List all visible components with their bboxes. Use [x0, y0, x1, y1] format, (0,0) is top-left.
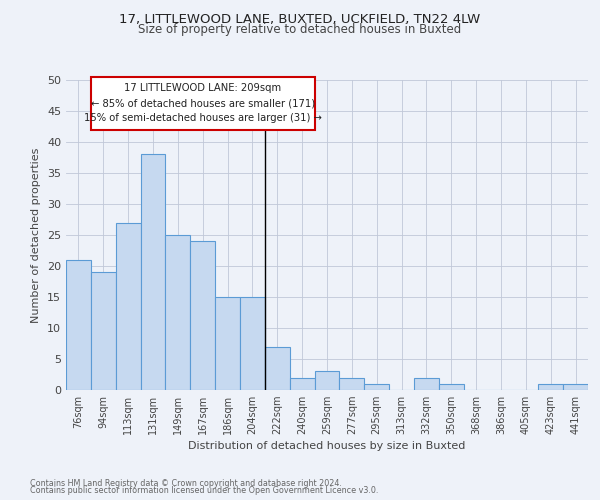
Bar — [439, 384, 464, 390]
Y-axis label: Number of detached properties: Number of detached properties — [31, 148, 41, 322]
Text: 17 LITTLEWOOD LANE: 209sqm: 17 LITTLEWOOD LANE: 209sqm — [124, 84, 281, 94]
Bar — [290, 378, 314, 390]
Text: Contains HM Land Registry data © Crown copyright and database right 2024.: Contains HM Land Registry data © Crown c… — [30, 478, 342, 488]
Bar — [364, 384, 389, 390]
Text: Size of property relative to detached houses in Buxted: Size of property relative to detached ho… — [139, 22, 461, 36]
Bar — [340, 378, 364, 390]
Bar — [215, 297, 240, 390]
Bar — [538, 384, 563, 390]
Bar — [166, 235, 190, 390]
Bar — [240, 297, 265, 390]
FancyBboxPatch shape — [91, 77, 314, 130]
X-axis label: Distribution of detached houses by size in Buxted: Distribution of detached houses by size … — [188, 442, 466, 452]
Text: Contains public sector information licensed under the Open Government Licence v3: Contains public sector information licen… — [30, 486, 379, 495]
Bar — [91, 272, 116, 390]
Bar — [414, 378, 439, 390]
Bar — [190, 241, 215, 390]
Text: 17, LITTLEWOOD LANE, BUXTED, UCKFIELD, TN22 4LW: 17, LITTLEWOOD LANE, BUXTED, UCKFIELD, T… — [119, 12, 481, 26]
Text: 15% of semi-detached houses are larger (31) →: 15% of semi-detached houses are larger (… — [84, 113, 322, 123]
Bar — [66, 260, 91, 390]
Bar — [563, 384, 588, 390]
Bar — [265, 346, 290, 390]
Bar — [116, 222, 140, 390]
Bar — [314, 372, 340, 390]
Text: ← 85% of detached houses are smaller (171): ← 85% of detached houses are smaller (17… — [91, 98, 315, 108]
Bar — [140, 154, 166, 390]
